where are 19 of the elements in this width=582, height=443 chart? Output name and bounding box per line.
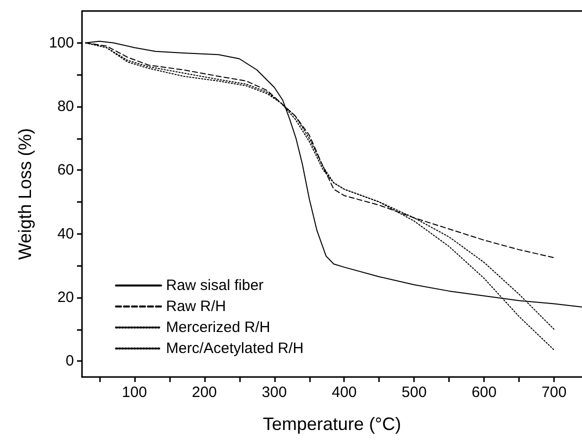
y-tick-label: 40 (57, 225, 74, 242)
x-tick-label: 400 (332, 384, 357, 401)
y-tick-label: 100 (48, 34, 74, 52)
x-tick-label: 500 (402, 384, 427, 401)
y-tick-label: 20 (57, 288, 74, 306)
legend-label: Merc/Acetylated R/H (166, 340, 304, 357)
x-tick-label: 600 (472, 384, 497, 401)
x-tick-label: 700 (542, 384, 567, 401)
x-tick-label: 100 (122, 384, 147, 401)
y-tick-label: 80 (57, 98, 74, 115)
x-axis-title: Temperature (°C) (262, 414, 402, 434)
legend-label: Mercerized R/H (166, 319, 270, 336)
y-tick-label: 60 (57, 162, 74, 179)
x-tick-label: 300 (262, 384, 287, 401)
legend-label: Raw sisal fiber (166, 277, 264, 294)
y-axis-title: Weigth Loss (%) (15, 128, 35, 260)
legend-label: Raw R/H (166, 298, 226, 315)
y-tick-label: 0 (66, 352, 74, 370)
x-tick-label: 200 (192, 384, 217, 401)
